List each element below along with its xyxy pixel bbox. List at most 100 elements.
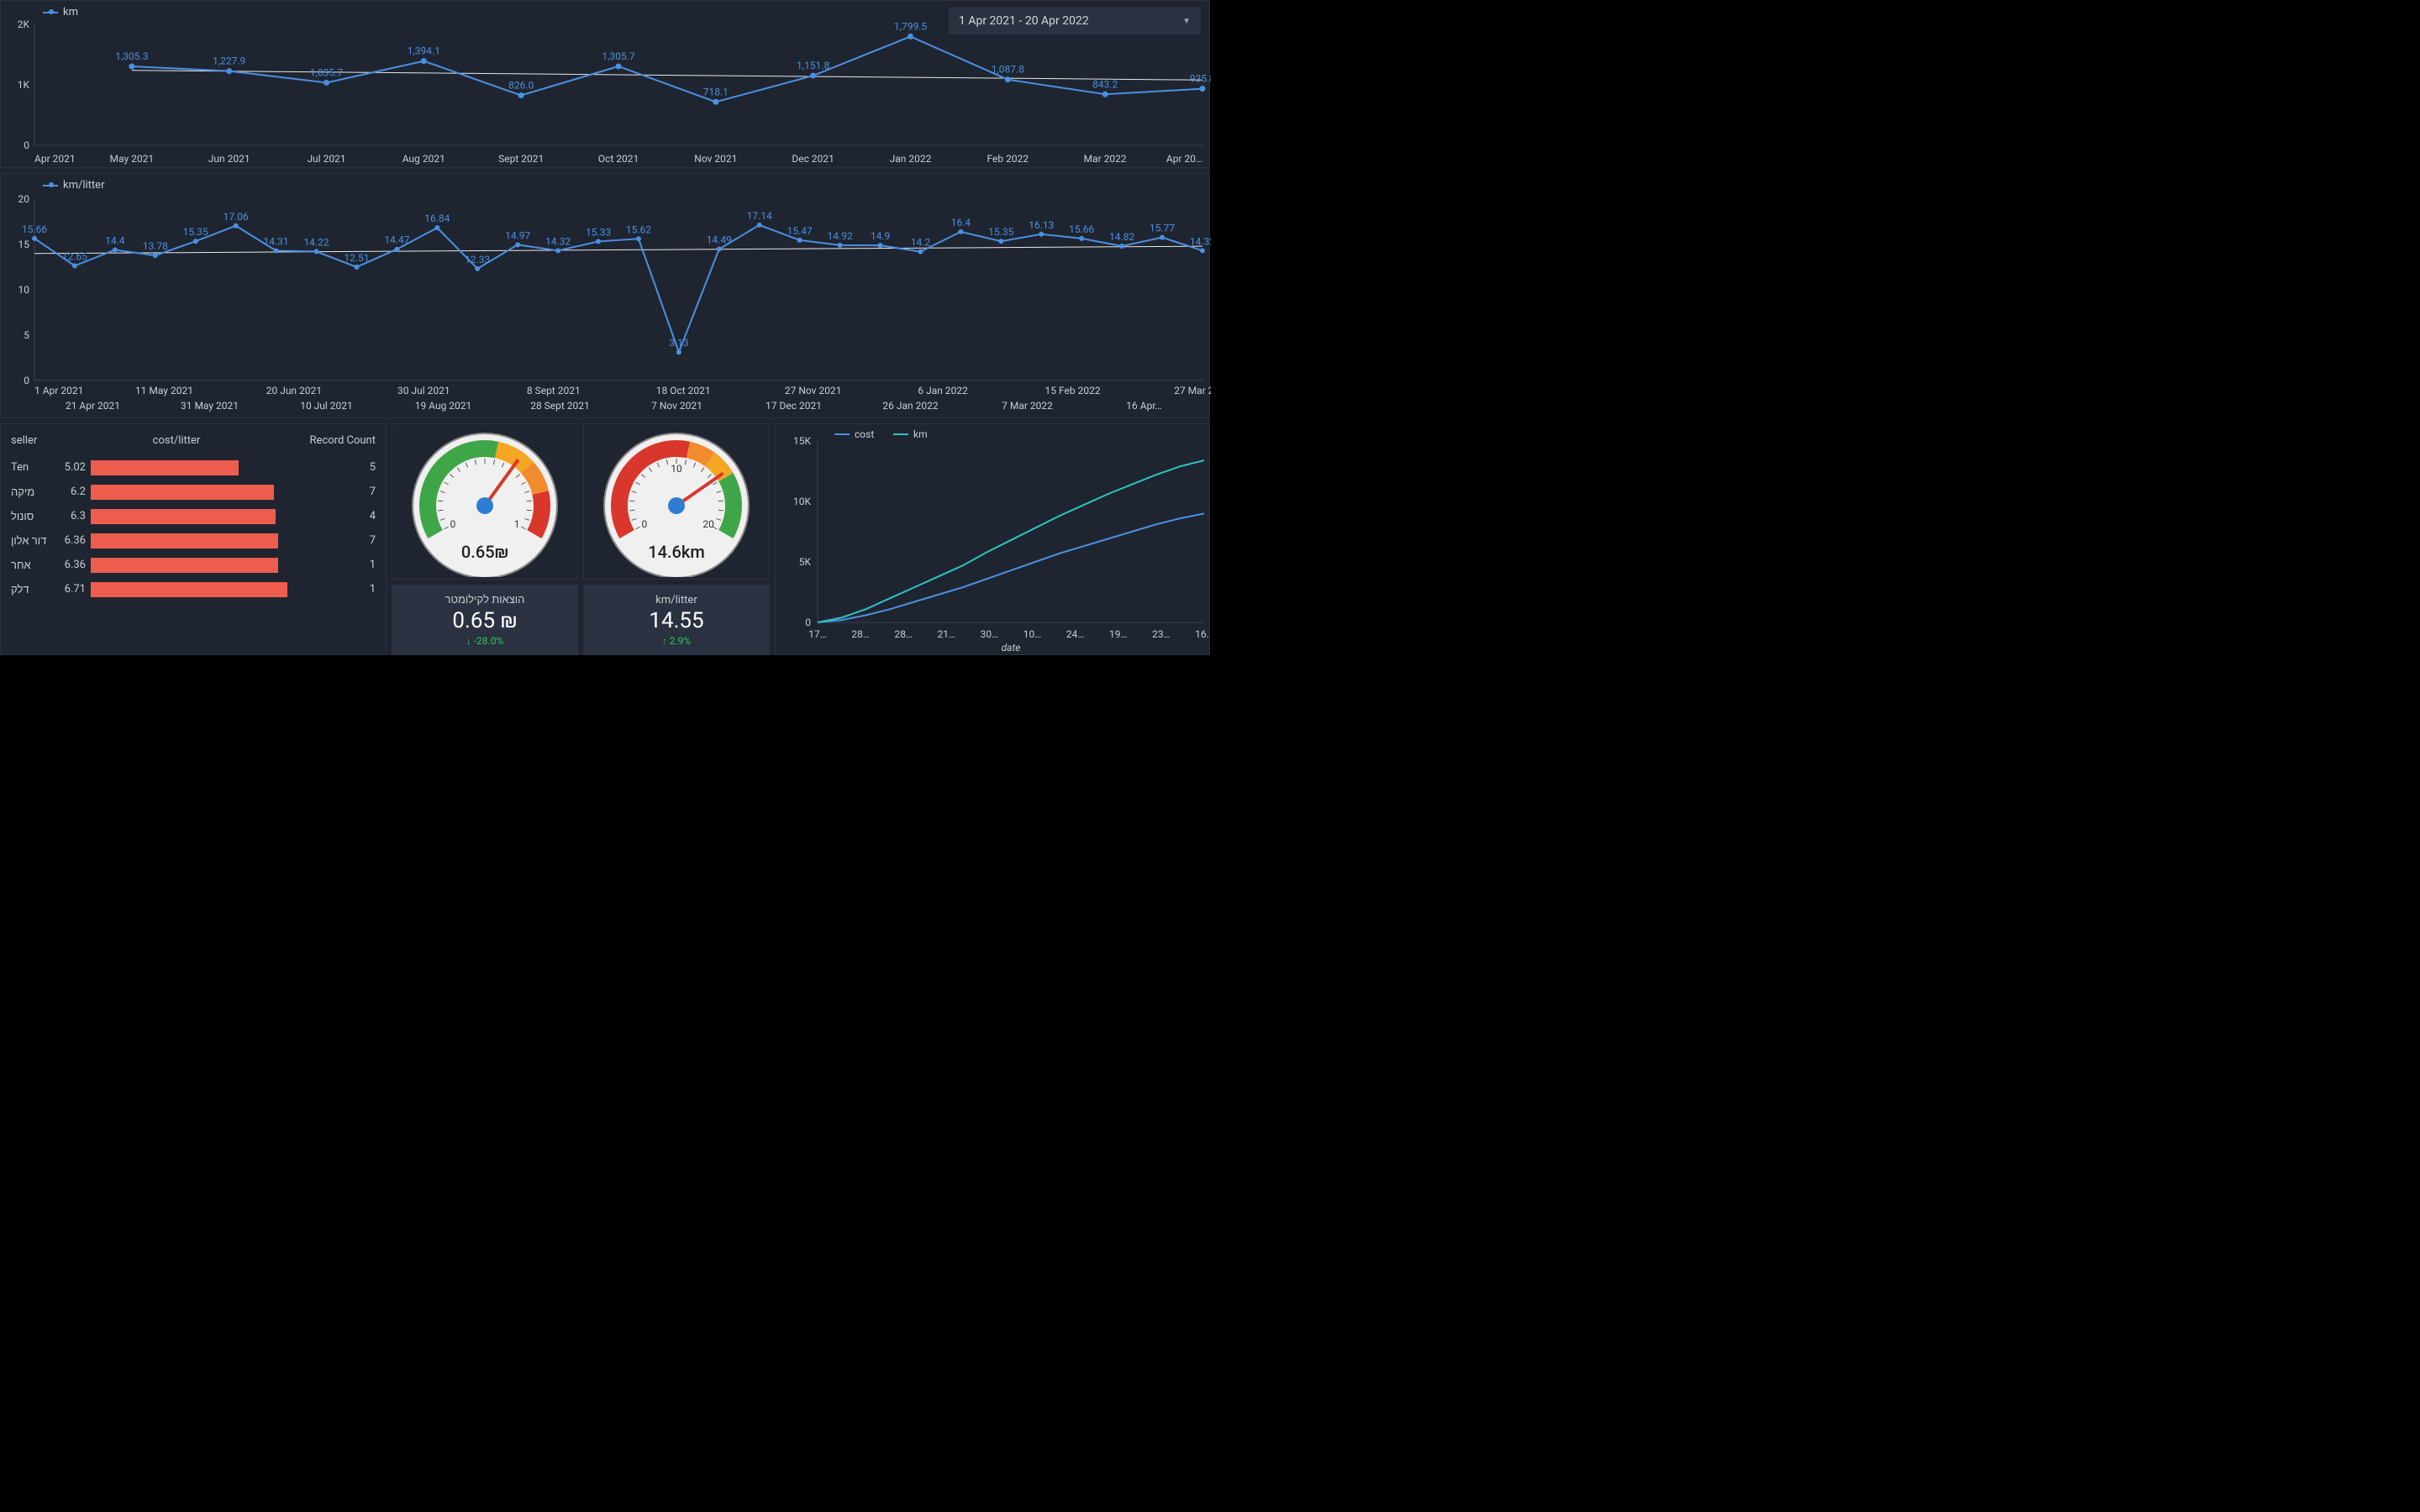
svg-text:1,151.8: 1,151.8 (797, 60, 830, 71)
svg-text:718.1: 718.1 (703, 86, 729, 97)
svg-text:23…: 23… (1152, 628, 1171, 640)
kml-chart-panel: km/litter 051015201 Apr 202111 May 20212… (0, 173, 1210, 418)
table-row[interactable]: אחר 6.36 1 (11, 553, 376, 577)
svg-text:0: 0 (24, 375, 29, 386)
kml-kpi: km/litter 14.55 ↑ 2.9% (583, 585, 770, 655)
svg-text:5: 5 (24, 329, 29, 341)
svg-text:12.33: 12.33 (465, 254, 490, 265)
cost-value: 6.36 (57, 559, 91, 571)
svg-text:Dec 2021: Dec 2021 (792, 153, 834, 165)
svg-text:19…: 19… (1109, 628, 1128, 640)
svg-text:16…: 16… (1195, 628, 1209, 640)
svg-text:Apr 20…: Apr 20… (1166, 153, 1202, 165)
cost-value: 6.36 (57, 534, 91, 547)
svg-text:935.8: 935.8 (1190, 73, 1211, 85)
svg-text:date: date (1002, 642, 1021, 654)
cost-bar (91, 558, 278, 573)
svg-text:20: 20 (702, 518, 714, 530)
svg-text:17.14: 17.14 (747, 210, 772, 222)
svg-text:20 Jun 2021: 20 Jun 2021 (266, 385, 322, 396)
col-cost: cost/litter (70, 434, 283, 447)
svg-text:12.51: 12.51 (344, 252, 369, 264)
svg-text:0: 0 (24, 139, 29, 151)
kml-legend: km/litter (43, 179, 104, 192)
svg-text:14.92: 14.92 (828, 230, 853, 242)
svg-text:10: 10 (671, 463, 682, 475)
seller-name: אחר (11, 559, 57, 572)
table-row[interactable]: Ten 5.02 5 (11, 455, 376, 480)
svg-text:1,305.3: 1,305.3 (115, 50, 148, 62)
kml-line-chart: 051015201 Apr 202111 May 202120 Jun 2021… (1, 174, 1211, 419)
table-row[interactable]: סונול 6.3 4 (11, 504, 376, 528)
svg-text:28 Sept 2021: 28 Sept 2021 (530, 400, 590, 412)
table-row[interactable]: דלק 6.71 1 (11, 577, 376, 601)
svg-text:10 Jul 2021: 10 Jul 2021 (300, 400, 353, 412)
cost-value: 5.02 (57, 461, 91, 474)
svg-text:16.13: 16.13 (1028, 219, 1054, 231)
svg-text:Jan 2022: Jan 2022 (890, 153, 932, 165)
svg-text:cost: cost (855, 428, 874, 440)
svg-text:17…: 17… (808, 628, 827, 640)
svg-text:7 Mar 2022: 7 Mar 2022 (1002, 400, 1053, 412)
svg-text:14.97: 14.97 (505, 229, 530, 241)
table-row[interactable]: מיקה 6.2 7 (11, 480, 376, 504)
table-row[interactable]: דור אלון 6.36 7 (11, 528, 376, 553)
svg-text:0.65₪: 0.65₪ (461, 542, 508, 562)
svg-text:21…: 21… (938, 628, 956, 640)
svg-text:14.49: 14.49 (707, 234, 732, 246)
svg-text:17 Dec 2021: 17 Dec 2021 (765, 400, 822, 412)
cost-bar (91, 485, 274, 500)
chevron-down-icon: ▼ (1182, 17, 1191, 26)
seller-name: דלק (11, 583, 57, 596)
svg-text:0: 0 (642, 518, 648, 530)
cost-value: 6.2 (57, 486, 91, 498)
seller-name: סונול (11, 510, 57, 523)
svg-text:10…: 10… (1023, 628, 1042, 640)
date-range-label: 1 Apr 2021 - 20 Apr 2022 (959, 14, 1089, 28)
cost-bar (91, 582, 287, 597)
km-legend: km (43, 6, 78, 18)
seller-table-panel: seller cost/litter Record Count Ten 5.02… (0, 423, 387, 655)
svg-text:1K: 1K (18, 79, 30, 91)
svg-text:10: 10 (18, 284, 30, 296)
svg-text:20: 20 (18, 193, 30, 205)
svg-text:16.84: 16.84 (424, 213, 450, 224)
svg-text:15: 15 (18, 239, 30, 250)
svg-text:15.35: 15.35 (183, 226, 208, 238)
svg-text:14.2: 14.2 (911, 237, 931, 249)
svg-text:17.06: 17.06 (224, 211, 249, 223)
record-count: 1 (325, 559, 376, 571)
svg-text:1,035.7: 1,035.7 (310, 66, 344, 78)
svg-text:0: 0 (805, 617, 811, 628)
cost-value: 6.3 (57, 510, 91, 522)
svg-text:18 Oct 2021: 18 Oct 2021 (656, 385, 711, 396)
svg-text:6 Jan 2022: 6 Jan 2022 (918, 385, 968, 396)
svg-text:28…: 28… (851, 628, 870, 640)
svg-text:24…: 24… (1066, 628, 1085, 640)
svg-text:2K: 2K (18, 18, 30, 30)
cost-bar (91, 460, 239, 475)
svg-text:Jul 2021: Jul 2021 (307, 153, 345, 165)
svg-text:14.47: 14.47 (384, 234, 409, 246)
seller-name: דור אלון (11, 534, 57, 548)
seller-name: Ten (11, 461, 57, 474)
svg-text:843.2: 843.2 (1092, 78, 1118, 90)
svg-text:km: km (913, 428, 928, 440)
svg-text:Aug 2021: Aug 2021 (402, 153, 445, 165)
cost-value: 6.71 (57, 583, 91, 596)
svg-text:14.22: 14.22 (303, 236, 329, 248)
svg-text:10K: 10K (793, 496, 811, 507)
svg-text:11 May 2021: 11 May 2021 (135, 385, 193, 396)
svg-text:14.31: 14.31 (264, 235, 289, 247)
gauges-panel: 010.65₪ הוצאות לקילומטר 0.65 ₪ ↓ -28.0% … (392, 423, 770, 655)
svg-text:8 Sept 2021: 8 Sept 2021 (527, 385, 581, 396)
record-count: 7 (325, 486, 376, 498)
svg-text:27 Nov 2021: 27 Nov 2021 (785, 385, 842, 396)
date-range-picker[interactable]: 1 Apr 2021 - 20 Apr 2022 ▼ (949, 8, 1201, 34)
svg-text:15.77: 15.77 (1150, 223, 1175, 234)
svg-text:7 Nov 2021: 7 Nov 2021 (651, 400, 702, 412)
cost-gauge: 010.65₪ (392, 423, 578, 580)
svg-text:1,087.8: 1,087.8 (992, 64, 1025, 76)
cumulative-chart-panel: costkm05K10K15K17…28…28…21…30…10…24…19…2… (775, 423, 1210, 655)
svg-text:Feb 2022: Feb 2022 (987, 153, 1029, 165)
